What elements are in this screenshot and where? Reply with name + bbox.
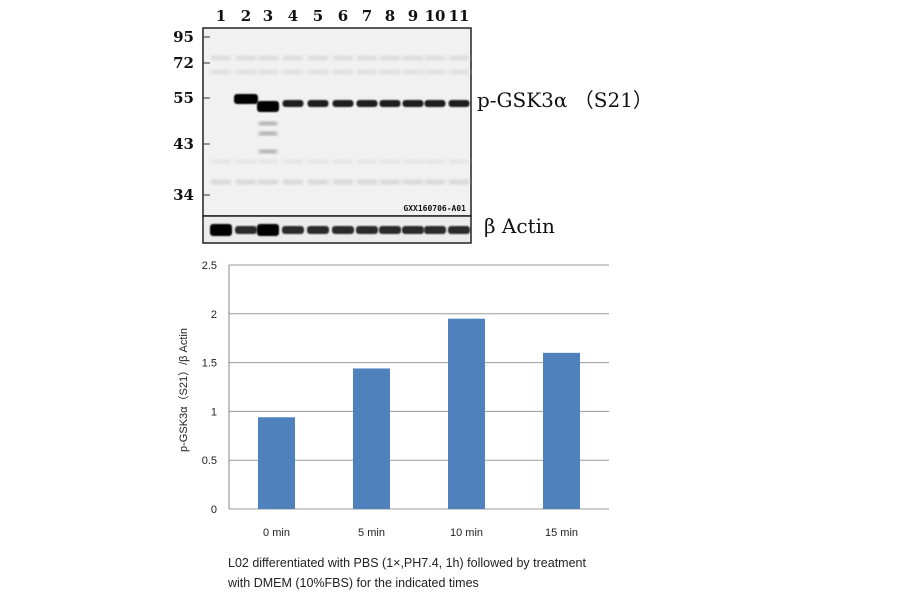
x-tick-label: 10 min [450, 527, 483, 539]
mw-marker-95: 95 [173, 28, 194, 46]
western-blot: 1 2 3 4 5 6 7 8 9 10 11 95 72 55 43 34 p-GSK3α （S2… [173, 7, 653, 244]
lane-label-5: 5 [313, 7, 323, 25]
actin-band-lane-6 [332, 226, 354, 234]
mw-marker-55: 55 [173, 89, 194, 107]
actin-band-lane-5 [307, 226, 329, 234]
actin-band-lane-4 [282, 226, 304, 234]
figure-caption-line-1: L02 differentiated with PBS (1×,PH7.4, 1… [228, 556, 586, 570]
y-tick-label: 2.5 [202, 260, 217, 272]
p-gsk3-band-lane-10 [424, 100, 446, 107]
loading-control-label: β Actin [484, 214, 555, 238]
y-tick-label: 0.5 [202, 455, 217, 467]
p-gsk3-band-lane-2 [234, 94, 258, 104]
p-gsk3-band-lane-9 [402, 100, 424, 107]
p-gsk3-band-lane-7 [356, 100, 378, 107]
actin-band-lane-11 [448, 226, 470, 234]
actin-band-lane-8 [379, 226, 401, 234]
lane-label-1: 1 [216, 7, 226, 25]
bar-0-min [258, 417, 295, 509]
y-tick-label: 0 [211, 504, 217, 516]
lane-label-9: 9 [408, 7, 418, 25]
actin-band-lane-3 [257, 224, 279, 236]
target-protein-label: p-GSK3α （S21） [477, 88, 653, 112]
lane-label-2: 2 [241, 7, 251, 25]
p-gsk3-band-lane-3 [257, 101, 279, 112]
actin-band-lane-9 [402, 226, 424, 234]
figure-caption-line-2: with DMEM (10%FBS) for the indicated tim… [228, 576, 479, 590]
y-tick-label: 1.5 [202, 358, 217, 370]
p-gsk3-band-lane-8 [379, 100, 401, 107]
lane-label-10: 10 [425, 7, 446, 25]
y-axis-label: p-GSK3α（S21）/β Actin [177, 328, 190, 452]
lane-label-8: 8 [385, 7, 395, 25]
p-gsk3-band-lane-5 [307, 100, 329, 107]
mw-marker-43: 43 [173, 135, 194, 153]
y-tick-label: 1 [211, 406, 217, 418]
y-tick-label: 2 [211, 309, 217, 321]
mw-marker-72: 72 [173, 54, 194, 72]
actin-band-lane-7 [356, 226, 378, 234]
p-gsk3-band-lane-4 [282, 100, 304, 107]
lane-label-11: 11 [449, 7, 470, 25]
catalog-number: GXX160706-A01 [403, 204, 466, 213]
mw-marker-34: 34 [173, 186, 194, 204]
lane-label-4: 4 [288, 7, 298, 25]
actin-band-lane-1 [210, 224, 232, 236]
x-tick-label: 5 min [358, 527, 385, 539]
actin-band-lane-10 [424, 226, 446, 234]
lane-label-7: 7 [362, 7, 372, 25]
p-gsk3-band-lane-11 [448, 100, 470, 107]
x-tick-label: 0 min [263, 527, 290, 539]
p-gsk3-band-lane-6 [332, 100, 354, 107]
actin-band-lane-2 [235, 226, 257, 234]
x-tick-label: 15 min [545, 527, 578, 539]
lane-label-3: 3 [263, 7, 273, 25]
bar-10-min [448, 318, 485, 509]
bar-5-min [353, 368, 390, 509]
bar-15-min [543, 352, 580, 509]
upper-bands [211, 56, 470, 184]
lane-label-6: 6 [338, 7, 348, 25]
lower-bands [210, 224, 470, 236]
